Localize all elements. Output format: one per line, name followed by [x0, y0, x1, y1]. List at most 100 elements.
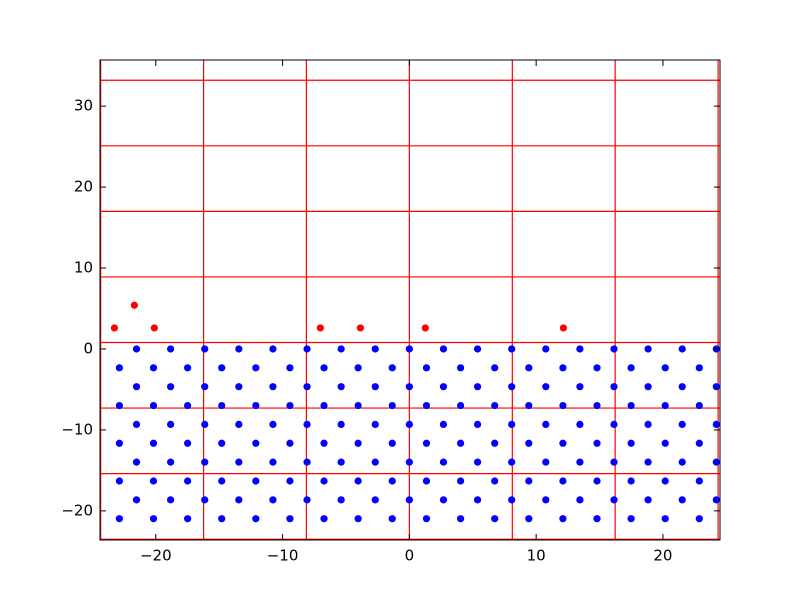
point	[422, 515, 431, 523]
point	[473, 496, 482, 504]
point	[456, 401, 465, 410]
point	[269, 458, 277, 466]
point	[712, 458, 720, 466]
point	[559, 515, 567, 523]
point	[542, 496, 550, 504]
point	[508, 345, 516, 353]
point	[661, 364, 669, 372]
point	[405, 345, 413, 353]
point	[627, 439, 635, 447]
point	[593, 515, 601, 523]
x-tick-label: 10	[527, 547, 546, 565]
point	[678, 496, 686, 504]
point	[559, 477, 567, 485]
point	[610, 458, 618, 466]
point	[644, 458, 652, 466]
point	[627, 477, 635, 485]
point	[167, 496, 175, 504]
point	[421, 324, 429, 332]
y-tick-label: −20	[61, 501, 93, 519]
point	[473, 345, 482, 353]
point	[593, 477, 601, 485]
point	[286, 401, 294, 410]
point	[491, 439, 499, 447]
point	[695, 364, 703, 372]
point	[269, 496, 277, 504]
point	[678, 458, 686, 466]
point	[184, 515, 192, 523]
point	[388, 364, 396, 372]
point	[712, 383, 720, 391]
point	[132, 383, 141, 391]
point	[337, 420, 345, 429]
point	[269, 383, 277, 391]
point	[525, 477, 533, 485]
point	[422, 364, 431, 372]
point	[149, 401, 158, 410]
point	[456, 364, 465, 372]
point	[286, 439, 294, 447]
point	[610, 496, 618, 504]
point	[201, 458, 209, 466]
point	[218, 364, 226, 372]
point	[405, 420, 413, 429]
point	[115, 477, 123, 485]
point	[303, 345, 311, 353]
point	[235, 458, 243, 466]
point	[525, 515, 533, 523]
point	[542, 345, 550, 353]
y-tick-label: 10	[74, 259, 93, 277]
point	[286, 477, 294, 485]
point	[508, 458, 516, 466]
point	[644, 383, 652, 391]
point	[661, 401, 669, 410]
point	[320, 515, 328, 523]
y-tick-label: 30	[74, 97, 93, 115]
point	[337, 383, 345, 391]
point	[252, 515, 260, 523]
point	[167, 420, 175, 429]
point	[661, 477, 669, 485]
point	[422, 477, 431, 485]
x-tick-label: −20	[140, 547, 172, 565]
point	[354, 515, 362, 523]
point	[218, 439, 226, 447]
point	[303, 496, 311, 504]
point	[218, 477, 226, 485]
point	[576, 345, 584, 353]
point	[320, 401, 328, 410]
point	[235, 383, 243, 391]
point	[356, 324, 365, 332]
point	[456, 477, 465, 485]
point	[252, 477, 260, 485]
point	[167, 345, 175, 353]
point	[371, 496, 379, 504]
point	[439, 383, 448, 391]
point	[627, 515, 635, 523]
point	[252, 439, 260, 447]
point	[337, 458, 345, 466]
point	[201, 496, 209, 504]
point	[371, 345, 379, 353]
point	[184, 401, 192, 410]
point	[115, 364, 123, 372]
point	[115, 401, 123, 410]
point	[201, 420, 209, 429]
point	[405, 383, 413, 391]
point	[405, 496, 413, 504]
point	[508, 496, 516, 504]
point	[473, 383, 482, 391]
point	[371, 458, 379, 466]
point	[269, 420, 277, 429]
point	[354, 401, 362, 410]
point	[149, 515, 158, 523]
point	[439, 420, 448, 429]
point	[439, 345, 448, 353]
point	[286, 364, 294, 372]
point	[473, 420, 482, 429]
point	[218, 515, 226, 523]
point	[712, 496, 720, 504]
point	[678, 420, 686, 429]
point	[235, 345, 243, 353]
point	[110, 324, 119, 332]
